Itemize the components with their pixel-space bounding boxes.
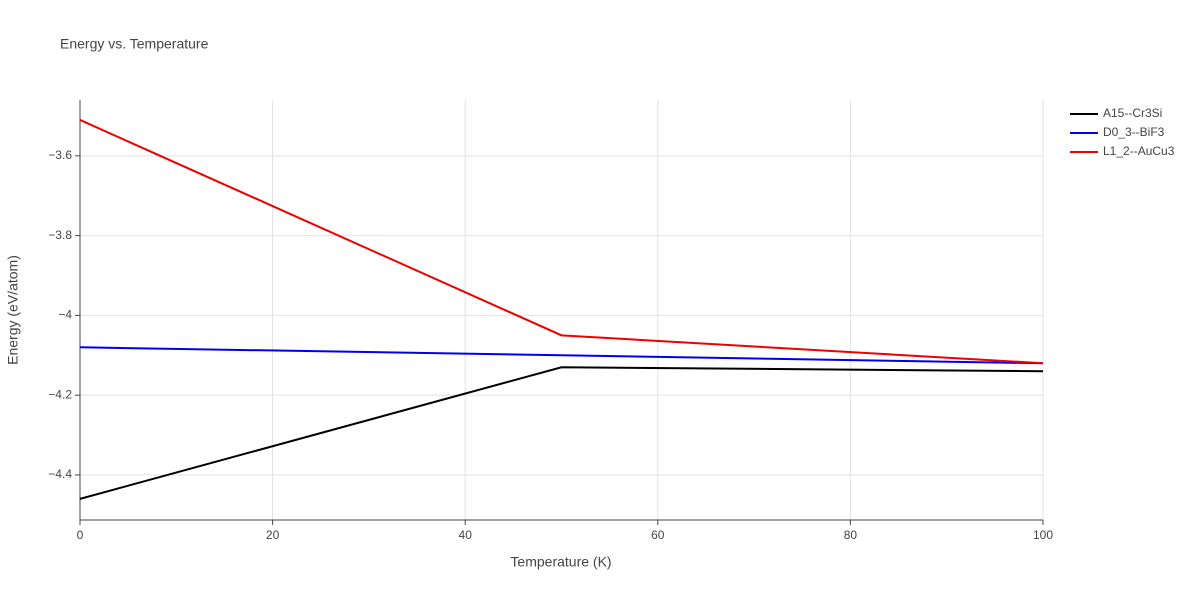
y-tick-label: −3.8: [48, 228, 72, 242]
legend-label: L1_2--AuCu3: [1103, 144, 1175, 158]
series-line: [79, 366, 1044, 500]
x-tick-label: 20: [266, 528, 280, 542]
x-tick-label: 40: [459, 528, 473, 542]
x-tick-label: 80: [844, 528, 858, 542]
legend-label: A15--Cr3Si: [1103, 106, 1162, 120]
x-tick-label: 0: [77, 528, 84, 542]
chart-title: Energy vs. Temperature: [60, 36, 209, 52]
y-axis-label: Energy (eV/atom): [5, 255, 21, 365]
x-tick-label: 60: [651, 528, 665, 542]
y-tick-label: −4: [58, 308, 72, 322]
y-tick-label: −3.6: [48, 148, 72, 162]
series-line: [79, 346, 1044, 365]
legend-label: D0_3--BiF3: [1103, 125, 1165, 139]
x-axis-label: Temperature (K): [510, 554, 611, 570]
series-line: [79, 119, 1044, 365]
y-tick-label: −4.2: [48, 387, 72, 401]
y-tick-label: −4.4: [48, 467, 72, 481]
x-tick-label: 100: [1033, 528, 1053, 542]
